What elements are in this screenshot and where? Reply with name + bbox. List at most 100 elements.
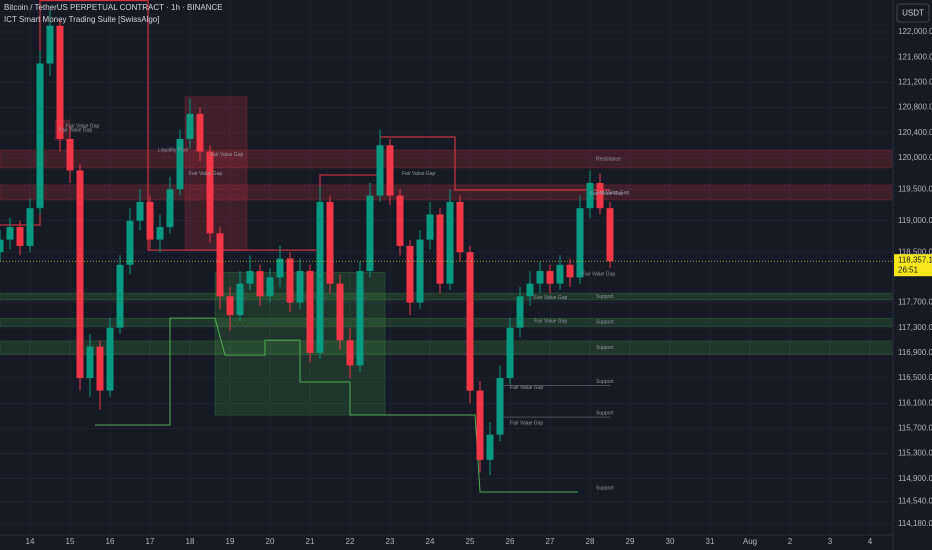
annotation: Fair Value Gap [210,152,243,158]
level-label: Support [596,379,614,385]
indicator-name: ICT Smart Money Trading Suite [SwissAlgo… [4,15,159,24]
candle-body [216,233,224,297]
candle-body [286,258,294,303]
candle-body [376,145,384,196]
candle-body [176,138,184,190]
candle-body [386,145,394,196]
candle-body [96,346,104,391]
candle-body [56,25,64,139]
last-price-label: 118,357.1 [898,255,932,264]
x-tick-label: 15 [66,537,75,546]
x-tick-label: 20 [266,537,275,546]
y-tick-label: 119,500.0 [898,184,932,193]
candle-body [196,113,204,152]
candle-body [6,227,14,240]
candle-body [456,201,464,253]
currency-button[interactable] [896,3,930,23]
candle-body [16,227,24,246]
candle-body [586,183,594,209]
candle-body [26,208,34,246]
level-label: Support [596,410,614,416]
x-tick-label: 14 [26,537,35,546]
y-tick-label: 114,180.0 [898,519,932,528]
candle-body [346,340,354,366]
x-tick-label: 23 [386,537,395,546]
currency-label[interactable]: USDT [902,9,924,18]
zone [0,184,894,201]
annotation: Fair Value Gap [590,191,623,197]
x-tick-label: 31 [706,537,715,546]
x-tick-label: 18 [186,537,195,546]
candle-body [266,277,274,297]
candle-body [46,25,54,64]
annotation: Fair Value Gap [582,272,615,278]
step-line [95,317,578,493]
candle-body [66,138,74,171]
x-tick-label: 25 [466,537,475,546]
candle-body [566,264,574,278]
zone-label: Fair Value Gap [596,190,629,196]
y-tick-label: 118,500.0 [898,247,932,256]
candle-body [446,201,454,284]
x-tick-label: 22 [346,537,355,546]
y-tick-label: 121,200.0 [898,77,932,86]
y-tick-label: 117,300.0 [898,323,932,332]
candle-body [0,239,4,253]
candle-body [416,239,424,303]
candle-body [576,208,584,278]
candle-body [166,189,174,228]
candle-body [356,271,364,366]
annotation: Fair Value Gap [510,421,543,427]
y-tick-label: 115,300.0 [898,449,932,458]
zone [0,149,894,169]
zone-label: Support [596,294,614,300]
candle-body [36,63,44,209]
candle-body [156,227,164,240]
chart-title: Bitcoin / TetherUS PERPETUAL CONTRACT · … [4,3,223,12]
y-tick-label: 116,500.0 [898,373,932,382]
candle-body [496,378,504,435]
candle-body [326,201,334,284]
annotation: Fair Value Gap [510,385,543,391]
x-tick-label: 16 [106,537,115,546]
y-tick-label: 116,900.0 [898,348,932,357]
x-tick-label: 27 [546,537,555,546]
candle-body [256,271,264,297]
candle-body [336,283,344,341]
zone-label: Support [596,345,614,351]
y-tick-label: 119,000.0 [898,216,932,225]
x-tick-label: Aug [743,537,757,546]
y-tick-label: 120,400.0 [898,128,932,137]
y-tick-label: 121,600.0 [898,52,932,61]
candle-body [146,201,154,240]
candle-body [366,195,374,272]
candle-body [186,113,194,139]
candle-body [396,195,404,246]
candle-body [116,264,124,328]
x-tick-label: 21 [306,537,315,546]
zone-label: Support [596,320,614,326]
zone-label: Fair Value Gap [59,127,92,133]
x-tick-label: 28 [586,537,595,546]
zone [184,96,248,251]
level-label: Support [596,485,614,491]
y-tick-label: 115,700.0 [898,423,932,432]
candle-body [246,271,254,284]
zone [0,340,894,356]
candle-body [126,220,134,265]
candle-body [76,170,84,379]
x-tick-label: 19 [226,537,235,546]
annotation: Fair Value Gap [402,171,435,177]
zone [0,317,894,327]
candle-body [486,434,494,460]
candle-body [606,208,614,262]
candle-body [536,271,544,284]
candle-body [106,327,114,391]
candle-body [556,264,564,284]
candle-body [226,296,234,316]
x-tick-label: 2 [788,537,793,546]
y-tick-label: 114,540.0 [898,496,932,505]
